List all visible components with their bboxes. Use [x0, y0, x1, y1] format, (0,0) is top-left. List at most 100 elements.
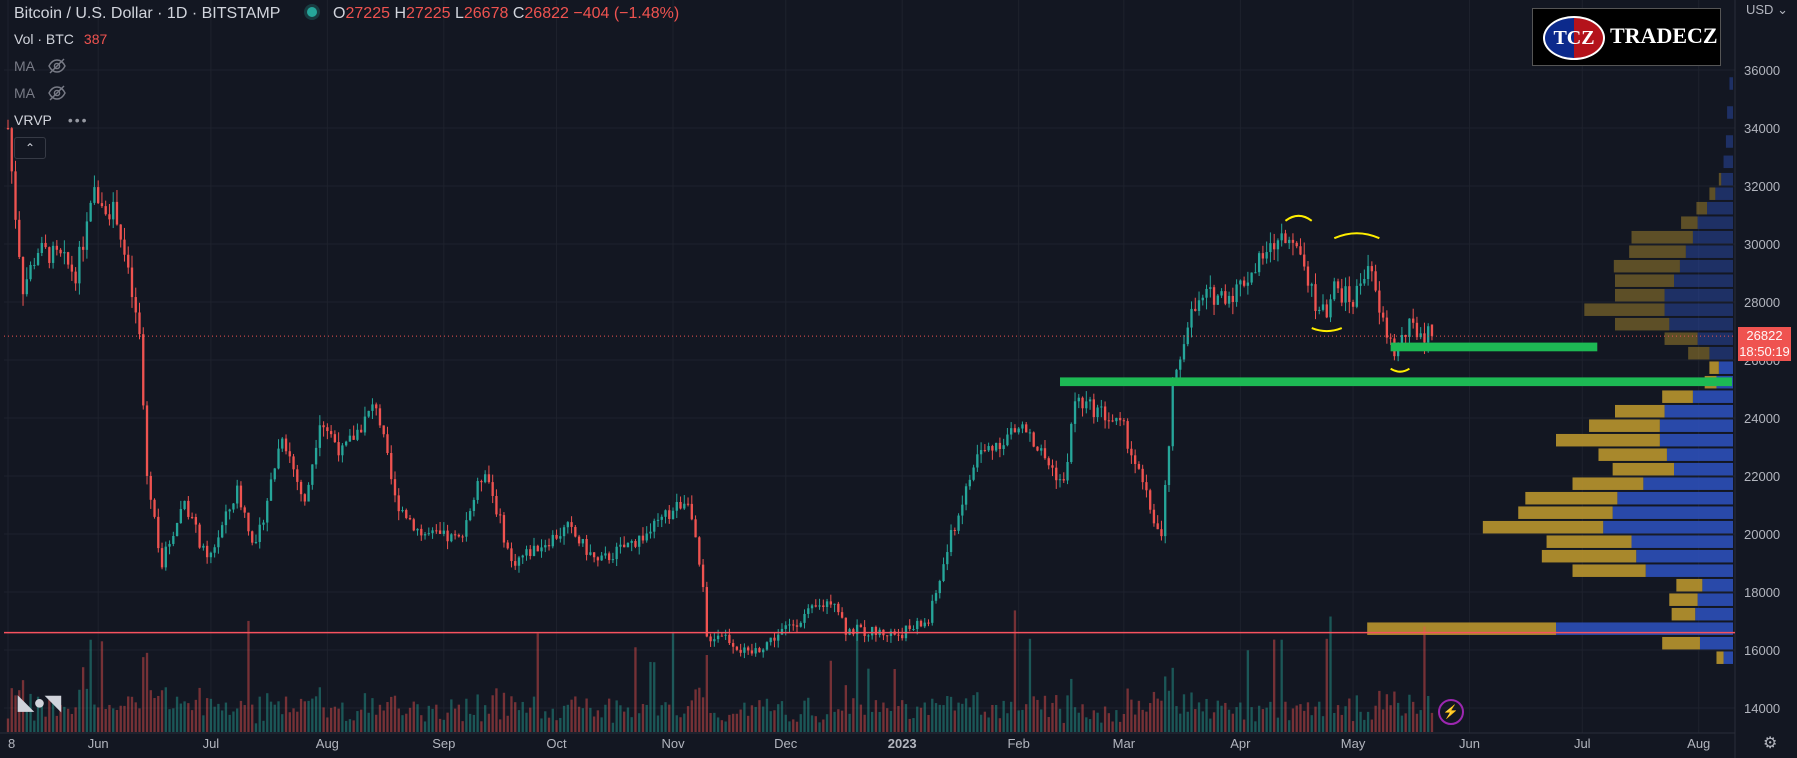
volume-bar	[1250, 707, 1253, 732]
candle-body	[746, 647, 750, 651]
volume-bar	[1062, 722, 1065, 732]
volume-bar	[1220, 705, 1223, 732]
candle-body	[1190, 308, 1193, 328]
volume-profile-down	[1707, 201, 1733, 215]
candle-body	[1025, 424, 1028, 433]
volume-bar	[769, 711, 772, 732]
candle-body	[247, 512, 250, 532]
volume-bar	[363, 693, 367, 732]
candle-body	[205, 545, 209, 558]
volume-bar	[149, 690, 152, 732]
candle-body	[59, 249, 62, 254]
volume-bar	[142, 657, 145, 732]
candle-body	[795, 625, 799, 627]
volume-bar	[483, 705, 487, 732]
volume-bar	[987, 717, 990, 732]
candle-body	[115, 201, 119, 225]
volume-bar	[273, 704, 276, 732]
candle-body	[483, 474, 487, 483]
eye-off-icon[interactable]	[48, 58, 66, 77]
volume-profile-up	[1718, 172, 1722, 186]
volume-bar	[97, 707, 100, 732]
candle-body	[371, 404, 374, 411]
candle-body	[18, 219, 21, 257]
volume-bar	[115, 709, 119, 732]
volume-bar	[743, 702, 746, 732]
volume-bar	[89, 639, 92, 732]
volume-bar	[1201, 711, 1204, 732]
candle-body	[863, 627, 866, 636]
candle-body	[1051, 465, 1054, 468]
candle-body	[476, 481, 479, 500]
volume-bar	[544, 711, 547, 732]
volume-bar	[266, 693, 269, 732]
candle-body	[1408, 318, 1411, 337]
currency-selector[interactable]: USD ⌄	[1746, 2, 1788, 17]
candle-body	[656, 519, 660, 521]
vrvp-indicator[interactable]: VRVP •••	[14, 112, 89, 128]
x-tick-label: Apr	[1230, 736, 1251, 751]
candle-body	[1152, 509, 1156, 524]
candle-body	[1212, 287, 1216, 305]
candle-body	[44, 242, 47, 248]
tradingview-logo-icon[interactable]: ◣●◥	[18, 692, 61, 714]
symbol-title[interactable]: Bitcoin / U.S. Dollar · 1D · BITSTAMP	[14, 5, 281, 22]
volume-bar	[882, 702, 885, 732]
more-options-icon[interactable]: •••	[67, 112, 89, 128]
candle-body	[397, 495, 400, 512]
volume-bar	[859, 704, 863, 732]
ma-indicator-1[interactable]: MA	[14, 58, 66, 77]
volume-profile-down	[1679, 259, 1733, 273]
volume-bar	[829, 660, 832, 732]
candle-body	[378, 408, 382, 426]
candle-body	[1257, 253, 1261, 273]
ohlc-open: O27225	[333, 5, 390, 22]
volume-bar	[14, 695, 17, 732]
volume-bar	[807, 697, 810, 732]
candle-body	[686, 503, 690, 505]
candle-body	[901, 634, 904, 639]
volume-legend[interactable]: Vol · BTC 387	[14, 31, 107, 47]
gear-icon[interactable]: ⚙	[1763, 735, 1778, 752]
volume-bar	[818, 722, 821, 732]
volume-bar	[1235, 707, 1238, 732]
candle-body	[232, 503, 235, 510]
candle-body	[363, 416, 367, 433]
volume-bar	[604, 704, 607, 732]
lightning-icon[interactable]: ⚡	[1438, 699, 1464, 725]
candle-body	[972, 467, 975, 480]
volume-bar	[998, 718, 1002, 732]
candle-body	[1340, 288, 1343, 303]
volume-bar	[1085, 717, 1088, 732]
eye-off-icon[interactable]	[48, 85, 66, 104]
x-tick-label: Jul	[203, 736, 220, 751]
candle-body	[1325, 304, 1328, 318]
candle-body	[89, 202, 92, 222]
volume-bar	[468, 713, 472, 732]
volume-profile-down	[1725, 135, 1733, 148]
volume-bar	[716, 717, 720, 732]
candle-body	[1265, 252, 1268, 259]
candle-body	[78, 246, 81, 284]
candle-body	[435, 530, 438, 532]
volume-bar	[874, 700, 878, 732]
chevron-up-icon[interactable]: ⌃	[14, 137, 46, 159]
volume-bar	[570, 699, 573, 732]
candle-body	[758, 648, 761, 653]
logo-name: TRADECZ	[1610, 23, 1718, 48]
volume-bar	[919, 707, 923, 732]
volume-bar	[145, 652, 149, 732]
volume-bar	[371, 698, 374, 732]
candle-body	[119, 224, 122, 240]
volume-bar	[1351, 721, 1355, 732]
candle-body	[85, 221, 89, 250]
volume-bar	[938, 704, 941, 732]
volume-profile-down	[1699, 636, 1733, 650]
ma-indicator-2[interactable]: MA	[14, 85, 66, 104]
annotation-arc	[1311, 327, 1343, 333]
volume-bar	[611, 722, 615, 732]
volume-bar	[442, 719, 445, 732]
candle-body	[1126, 421, 1129, 449]
x-tick-label: May	[1341, 736, 1366, 751]
